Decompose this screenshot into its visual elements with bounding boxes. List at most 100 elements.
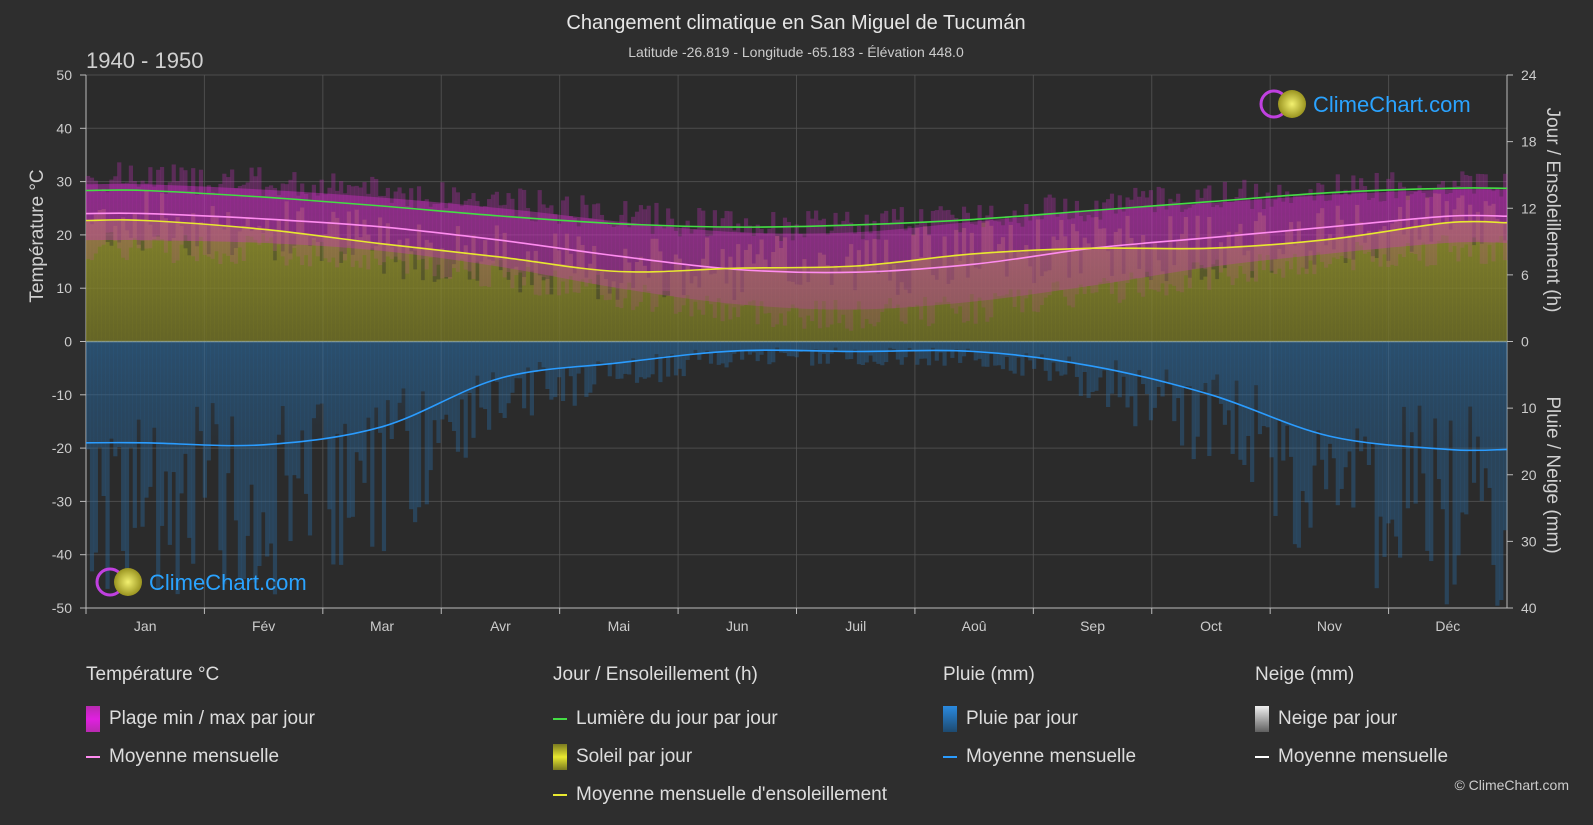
rain-day-bar (1133, 341, 1138, 427)
left-tick-label: -50 (52, 600, 72, 616)
daylight-line (85, 187, 1508, 228)
rain-day-bar (681, 341, 686, 377)
period-label: 1940 - 1950 (86, 48, 203, 73)
right-top-tick-label: 0 (1521, 334, 1529, 350)
left-tick-label: 40 (56, 120, 72, 136)
rain-day-bar (463, 341, 468, 458)
logo-sun-icon (1278, 90, 1306, 118)
rain-day-bar (156, 341, 161, 590)
rain-day-bar (880, 341, 885, 366)
rain-day-bar (716, 341, 721, 365)
left-tick-label: 30 (56, 174, 72, 190)
rain-area (86, 341, 1507, 451)
legend-label: Moyenne mensuelle (1278, 746, 1449, 767)
legend-snow: Neige (mm) Neige par jour Moyenne mensue… (1255, 650, 1448, 776)
rain-day-bar (1207, 341, 1212, 456)
rain-day-bar (1125, 341, 1130, 408)
legend-item: Lumière du jour par jour (553, 700, 887, 738)
right-bottom-tick-label: 20 (1521, 467, 1537, 483)
rain-day-bar (817, 341, 823, 364)
rain-day-bar (1444, 341, 1449, 605)
month-tick-label: Aoû (962, 618, 987, 634)
right-top-tick-label: 24 (1521, 67, 1537, 83)
right-bottom-tick-label: 30 (1521, 533, 1537, 549)
rain-day-bar (771, 341, 776, 363)
legend-label: Plage min / max par jour (109, 708, 315, 729)
right-bottom-tick-label: 40 (1521, 600, 1537, 616)
rain-day-bar (1000, 341, 1006, 370)
legend-item: Plage min / max par jour (86, 700, 315, 738)
right-top-tick-label: 12 (1521, 200, 1537, 216)
left-tick-label: -20 (52, 440, 72, 456)
rain-mean-line (85, 349, 1508, 452)
month-tick-label: Nov (1317, 618, 1342, 634)
legend-rain: Pluie (mm) Pluie par jour Moyenne mensue… (943, 650, 1136, 776)
right-top-tick-label: 6 (1521, 267, 1529, 283)
rain-day-bar (755, 341, 760, 362)
rain-day-bar (370, 341, 375, 547)
legend-swatch (553, 744, 567, 770)
left-axis-title: Température °C (27, 169, 48, 302)
left-tick-label: -30 (52, 493, 72, 509)
rain-day-bar (237, 341, 243, 581)
rain-day-bar (265, 341, 270, 557)
rain-day-bar (1495, 341, 1500, 606)
rain-day-bar (93, 341, 98, 553)
rain-day-bar (522, 341, 527, 409)
rain-day-bar (1106, 341, 1111, 407)
left-tick-label: 20 (56, 227, 72, 243)
legend-swatch (86, 706, 100, 732)
rain-day-bar (253, 341, 258, 583)
rain-day-bar (767, 341, 772, 365)
rain-day-bar (985, 341, 990, 367)
rain-day-bar (121, 341, 126, 551)
rain-day-bar (810, 341, 815, 366)
logo-bottom: ClimeChart.com (95, 567, 307, 597)
rain-day-bar (89, 341, 95, 572)
rain-day-bar (222, 341, 227, 585)
rain-day-bar (958, 341, 963, 363)
rain-day-bar (331, 341, 336, 565)
rain-day-bar (1374, 341, 1379, 589)
rain-day-bar (424, 341, 429, 505)
rain-day-bar (1008, 341, 1013, 371)
rain-day-bar (1086, 341, 1091, 398)
legend-swatch (943, 756, 957, 758)
month-tick-label: Mai (608, 618, 631, 634)
rain-day-bar (272, 341, 278, 595)
rain-day-bar (634, 341, 640, 383)
left-tick-label: 0 (64, 334, 72, 350)
legend-label: Neige par jour (1278, 708, 1398, 729)
rain-day-bar (981, 341, 986, 367)
rain-day-bar (175, 341, 180, 595)
rain-day-bar (486, 341, 492, 430)
rain-day-bar (1296, 341, 1301, 548)
left-tick-label: -40 (52, 547, 72, 563)
rain-day-bar (1047, 341, 1052, 381)
month-tick-label: Déc (1435, 618, 1460, 634)
temp-mean-line (85, 212, 1508, 274)
legend-swatch (943, 706, 957, 732)
chart-areas (86, 183, 1507, 451)
rain-day-bar (1191, 341, 1196, 460)
legend-label: Lumière du jour par jour (576, 708, 778, 729)
legend-item: Moyenne mensuelle (1255, 738, 1448, 776)
rain-day-bar (1397, 341, 1403, 558)
rain-day-bar (560, 341, 566, 401)
rain-day-bar (856, 341, 862, 365)
rain-day-bar (926, 341, 932, 366)
rain-day-bar (658, 341, 663, 383)
logo-text: ClimeChart.com (1313, 92, 1471, 117)
month-tick-label: Oct (1200, 618, 1222, 634)
legend-item: Neige par jour (1255, 700, 1448, 738)
legend-swatch (1255, 706, 1269, 732)
rain-day-bar (1499, 341, 1504, 601)
legend: Température °C Plage min / max par jour … (0, 650, 1593, 825)
legend-temperature: Température °C Plage min / max par jour … (86, 650, 315, 776)
rain-day-bar (1179, 341, 1185, 446)
rain-day-bar (1292, 341, 1298, 545)
rain-day-bar (899, 341, 904, 365)
rain-day-bar (124, 341, 130, 581)
rain-day-bar (1429, 341, 1434, 562)
rain-day-bar (1452, 341, 1457, 585)
